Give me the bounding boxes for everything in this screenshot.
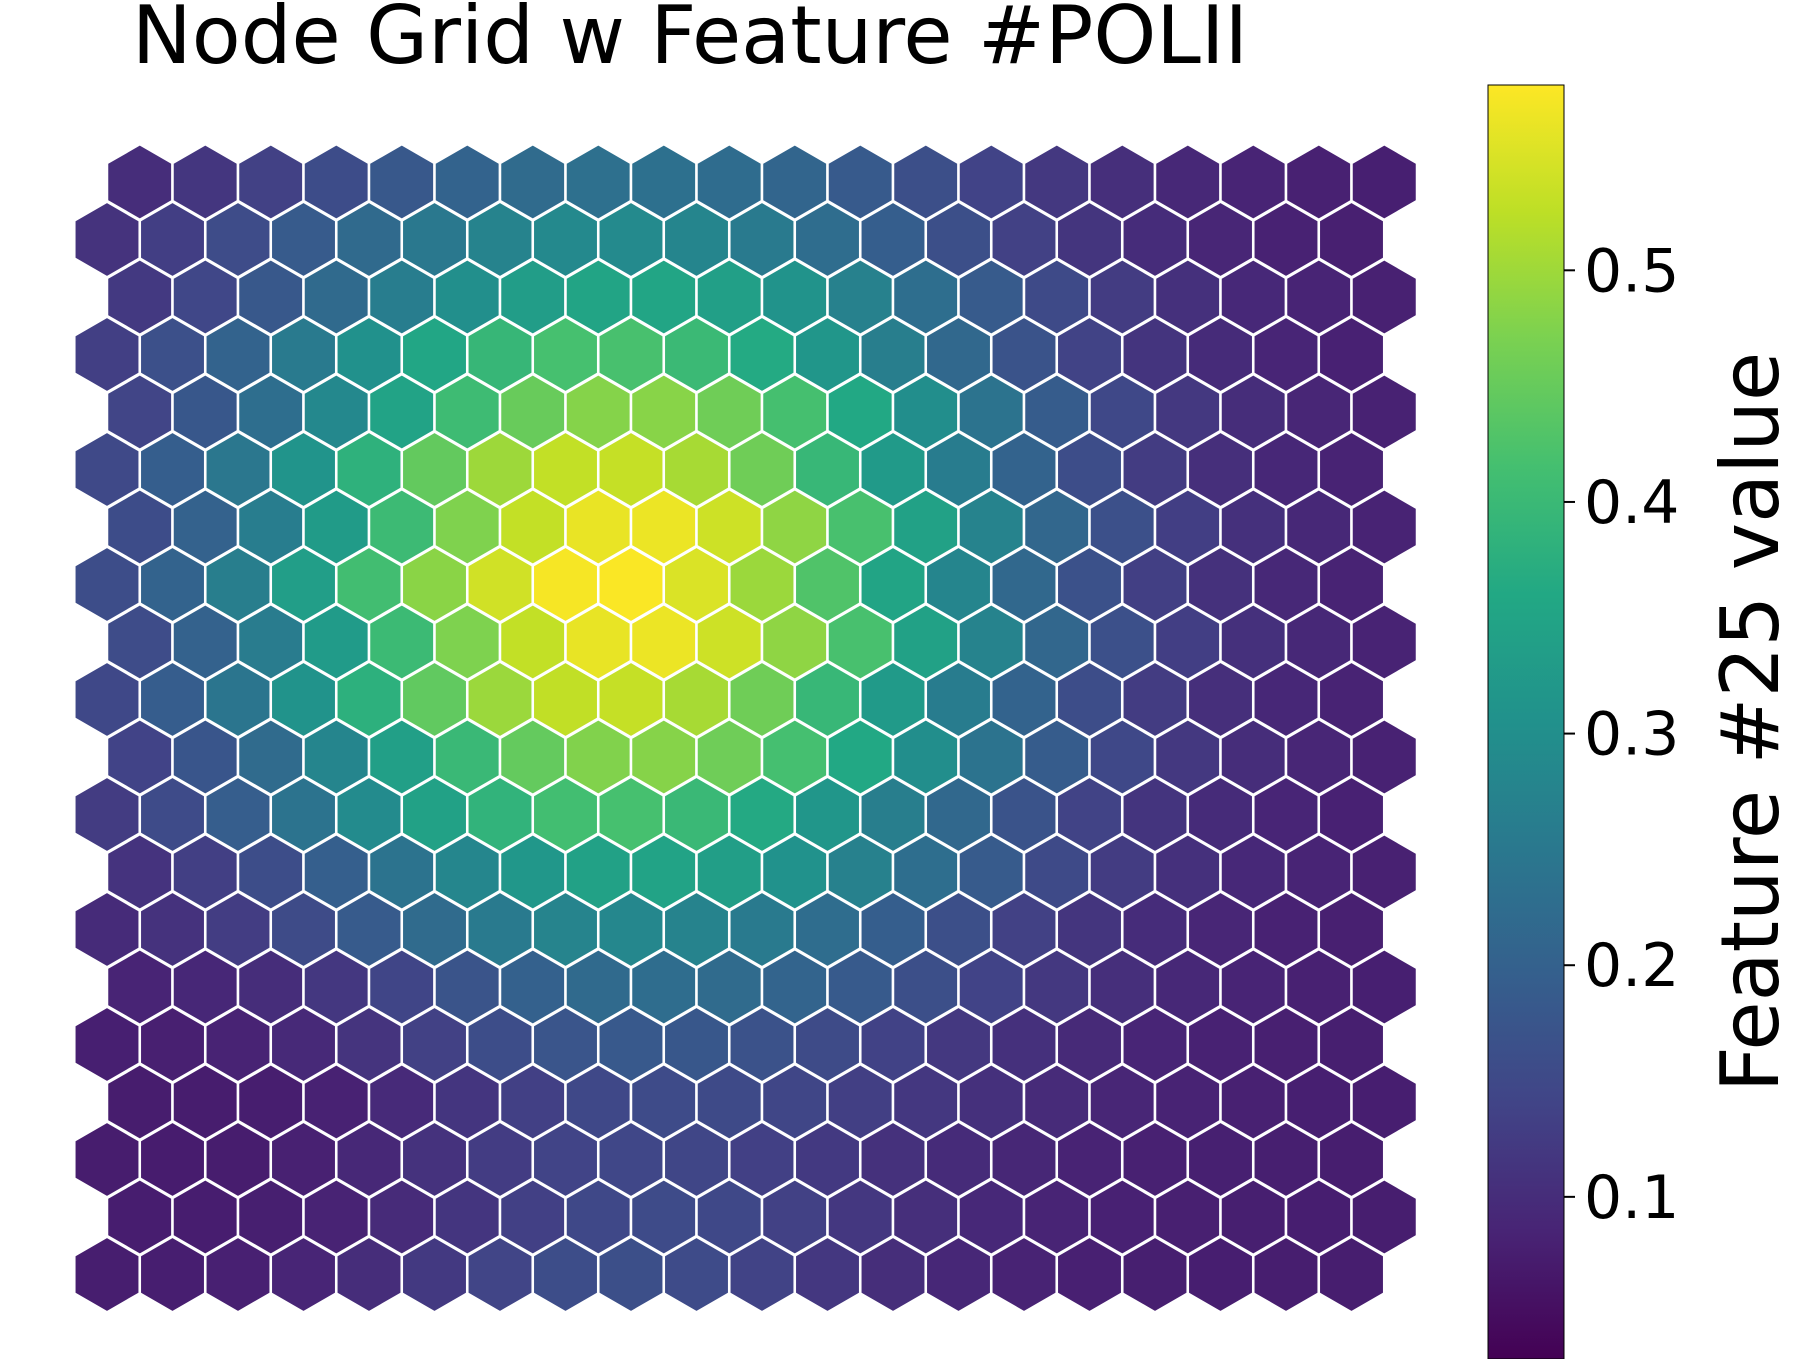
colorbar-tick-label: 0.5 [1584,236,1679,306]
colorbar-gradient [1487,84,1565,1360]
colorbar-tick-label: 0.1 [1584,1163,1679,1233]
chart-title: Node Grid w Feature #POLII [132,0,1248,82]
colorbar-tick-label: 0.4 [1584,468,1679,538]
colorbar-tick-label: 0.2 [1584,931,1679,1001]
colorbar-tick-label: 0.3 [1584,700,1679,770]
colorbar-label: Feature #25 value [1704,352,1794,1093]
hex-node [1317,1235,1386,1314]
colorbar: 0.1 0.2 0.3 0.4 0.5 Feature #25 value [1487,84,1794,1360]
colorbar-ticks: 0.1 0.2 0.3 0.4 0.5 [1564,236,1679,1233]
hex-grid [73,142,1419,1314]
